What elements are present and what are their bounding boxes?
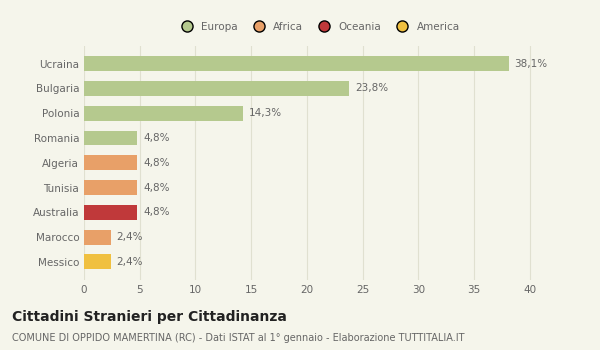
Text: 14,3%: 14,3% — [249, 108, 282, 118]
Bar — [84, 81, 349, 96]
Text: 2,4%: 2,4% — [116, 232, 143, 242]
Text: Cittadini Stranieri per Cittadinanza: Cittadini Stranieri per Cittadinanza — [12, 310, 287, 324]
Bar — [84, 205, 137, 220]
Text: 4,8%: 4,8% — [143, 183, 170, 193]
Bar — [84, 131, 137, 145]
Text: 4,8%: 4,8% — [143, 207, 170, 217]
Bar — [84, 230, 111, 245]
Text: 2,4%: 2,4% — [116, 257, 143, 267]
Text: 23,8%: 23,8% — [355, 83, 388, 93]
Text: 38,1%: 38,1% — [514, 58, 547, 69]
Bar — [84, 155, 137, 170]
Legend: Europa, Africa, Oceania, America: Europa, Africa, Oceania, America — [172, 18, 464, 36]
Text: 4,8%: 4,8% — [143, 158, 170, 168]
Bar — [84, 106, 244, 121]
Text: COMUNE DI OPPIDO MAMERTINA (RC) - Dati ISTAT al 1° gennaio - Elaborazione TUTTIT: COMUNE DI OPPIDO MAMERTINA (RC) - Dati I… — [12, 333, 464, 343]
Bar — [84, 254, 111, 270]
Text: 4,8%: 4,8% — [143, 133, 170, 143]
Bar — [84, 180, 137, 195]
Bar — [84, 56, 509, 71]
